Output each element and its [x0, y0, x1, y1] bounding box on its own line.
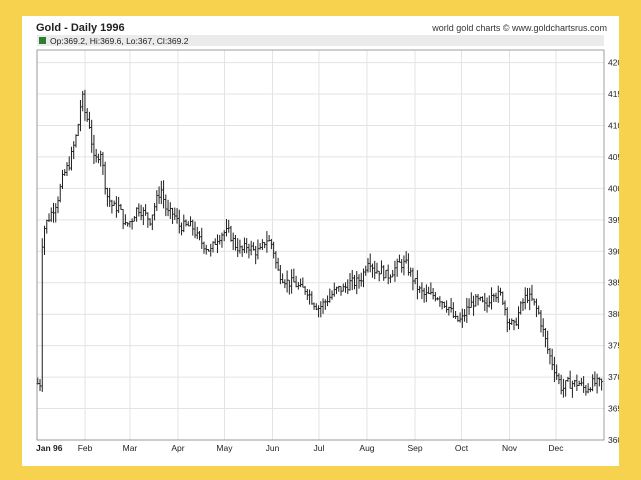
- x-axis-ticks: Jan 96 Feb Mar Apr May Jun Jul Aug Sep Oct Nov Dec: [36, 443, 564, 453]
- y-tick-label: 375: [608, 341, 619, 351]
- y-tick-label: 420: [608, 58, 619, 68]
- ohlc-legend-swatch: [39, 37, 46, 44]
- y-tick-label: 400: [608, 183, 619, 193]
- y-axis-ticks: 420 415 410 405 400 395 390 385 380 375 370 365 360: [608, 58, 619, 445]
- y-tick-label: 380: [608, 309, 619, 319]
- x-tick-label: Aug: [359, 443, 374, 453]
- y-tick-label: 370: [608, 372, 619, 382]
- ohlc-legend: Op:369.2, Hi:369.6, Lo:367, Cl:369.2: [37, 35, 604, 46]
- x-tick-label: Sep: [407, 443, 422, 453]
- x-tick-label: Oct: [455, 443, 469, 453]
- plot-border: [36, 49, 605, 441]
- chart-frame: Gold - Daily 1996 world gold charts © ww…: [22, 16, 619, 466]
- y-tick-label: 405: [608, 152, 619, 162]
- price-bars: [36, 89, 604, 398]
- x-tick-label: Jan 96: [36, 443, 63, 453]
- x-tick-label: Feb: [78, 443, 93, 453]
- y-tick-label: 385: [608, 278, 619, 288]
- x-tick-label: Jun: [266, 443, 280, 453]
- x-tick-label: Apr: [171, 443, 184, 453]
- x-tick-label: Jul: [314, 443, 325, 453]
- gold-ohlc-chart: Gold - Daily 1996 world gold charts © ww…: [36, 22, 619, 453]
- chart-title: Gold - Daily 1996: [36, 22, 125, 34]
- y-tick-label: 415: [608, 89, 619, 99]
- source-credit: world gold charts © www.goldchartsrus.co…: [431, 23, 607, 33]
- y-tick-label: 410: [608, 120, 619, 130]
- x-tick-label: May: [216, 443, 233, 453]
- x-tick-label: Dec: [548, 443, 564, 453]
- ohlc-legend-background: [37, 35, 604, 46]
- y-tick-label: 395: [608, 215, 619, 225]
- x-tick-label: Nov: [502, 443, 518, 453]
- ohlc-legend-text: Op:369.2, Hi:369.6, Lo:367, Cl:369.2: [50, 36, 189, 46]
- x-tick-label: Mar: [123, 443, 138, 453]
- gridlines: [36, 50, 604, 441]
- y-tick-label: 365: [608, 404, 619, 414]
- y-tick-label: 390: [608, 246, 619, 256]
- y-tick-label: 360: [608, 435, 619, 445]
